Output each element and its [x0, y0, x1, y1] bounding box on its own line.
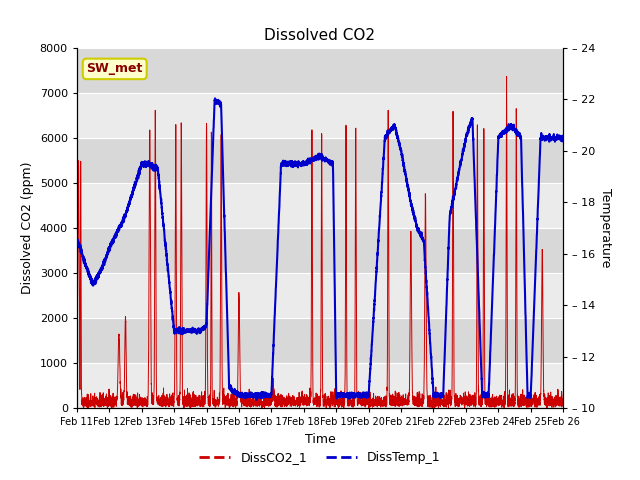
Bar — [77, 48, 563, 93]
Bar — [77, 318, 563, 363]
Title: Dissolved CO2: Dissolved CO2 — [264, 28, 376, 43]
X-axis label: Time: Time — [305, 432, 335, 445]
Bar — [77, 273, 563, 318]
Legend: DissCO2_1, DissTemp_1: DissCO2_1, DissTemp_1 — [194, 446, 446, 469]
Bar — [77, 183, 563, 228]
Bar — [77, 138, 563, 183]
Bar — [77, 363, 563, 408]
Bar — [77, 228, 563, 273]
Y-axis label: Temperature: Temperature — [599, 188, 612, 268]
Bar — [77, 93, 563, 138]
Text: SW_met: SW_met — [86, 62, 143, 75]
Y-axis label: Dissolved CO2 (ppm): Dissolved CO2 (ppm) — [21, 162, 34, 294]
